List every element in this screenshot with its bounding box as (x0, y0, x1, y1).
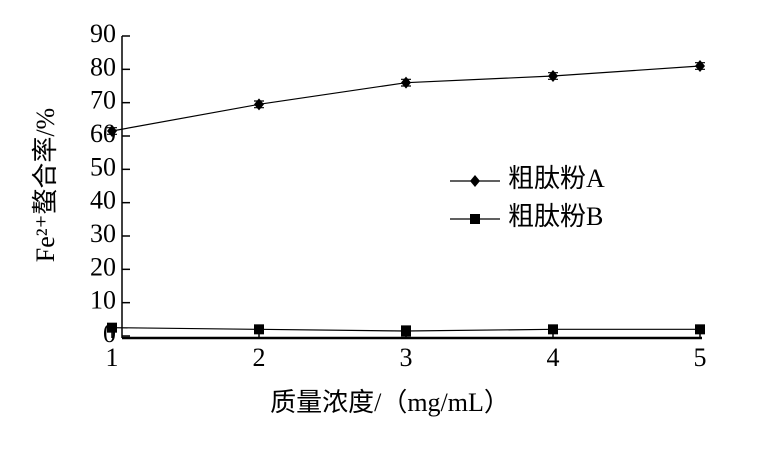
data-point (401, 326, 411, 336)
data-point (548, 70, 558, 82)
x-tick-label: 5 (694, 343, 707, 372)
y-tick-label: 10 (90, 286, 116, 315)
x-tick-label: 3 (400, 343, 413, 372)
y-tick-label: 50 (90, 152, 116, 181)
legend-marker (470, 214, 480, 224)
series-line (111, 65, 701, 132)
data-point (254, 324, 264, 335)
x-tick-label: 2 (253, 343, 266, 372)
data-point (254, 98, 264, 111)
legend-label: 粗肽粉B (508, 202, 603, 231)
data-point (107, 322, 117, 333)
y-tick-label: 90 (90, 19, 116, 48)
data-point (548, 324, 558, 335)
data-point (107, 125, 117, 137)
x-tick-label: 4 (547, 343, 560, 372)
data-point (695, 60, 705, 72)
y-tick-label: 30 (90, 219, 116, 248)
y-tick-label: 40 (90, 186, 116, 215)
y-tick-label: 20 (90, 252, 116, 281)
x-tick-label: 1 (106, 343, 119, 372)
data-point (695, 324, 705, 335)
x-axis-label: 质量浓度/（mg/mL） (270, 388, 510, 417)
y-axis-label: Fe²⁺螯合率/% (31, 108, 60, 262)
legend-marker (470, 175, 480, 187)
y-tick-label: 80 (90, 52, 116, 81)
legend-label: 粗肽粉A (508, 164, 605, 193)
y-tick-label: 70 (90, 86, 116, 115)
data-point (401, 76, 411, 89)
